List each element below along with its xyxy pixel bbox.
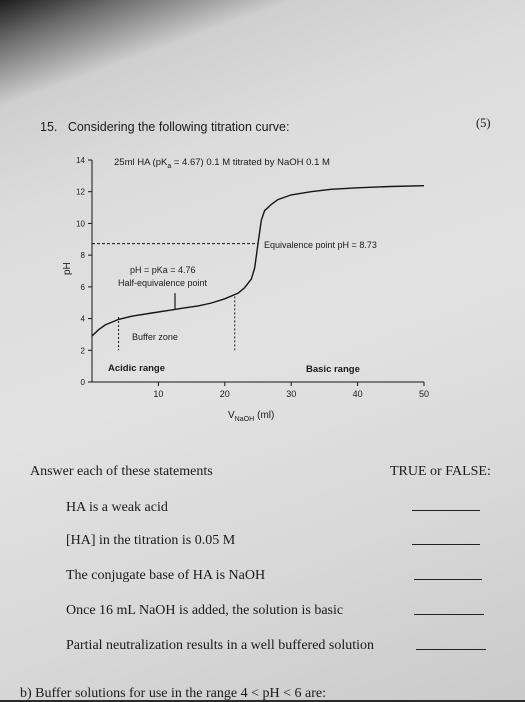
statement-2: [HA] in the titration is 0.05 M: [66, 533, 236, 548]
true-false-prompt: Answer each of these statements: [30, 464, 213, 479]
answer-blank-2[interactable]: [412, 544, 480, 545]
x-tick-label: 20: [220, 389, 230, 399]
titration-chart: 0 2 4 6 8 10 12 14 10 20 30 40 50 25ml HA (pKa = 4.6…: [62, 156, 429, 423]
x-tick-label: 40: [353, 389, 363, 399]
titration-curve: [91, 185, 425, 337]
question-marks: (5): [476, 116, 491, 130]
y-tick-label: 2: [81, 346, 86, 355]
x-tick-label: 10: [153, 389, 163, 399]
equivalence-point-label: Equivalence point pH = 8.73: [264, 240, 377, 250]
y-tick-label: 14: [76, 156, 85, 165]
y-tick-label: 10: [76, 219, 85, 228]
half-equivalence-ph-label: pH = pKa = 4.76: [130, 265, 196, 275]
half-equivalence-label: Half-equivalence point: [118, 278, 208, 288]
chart-ticks: 0 2 4 6 8 10 12 14 10 20 30 40 50: [76, 156, 429, 399]
true-false-column-header: TRUE or FALSE:: [390, 464, 491, 479]
x-tick-label: 50: [419, 389, 429, 399]
chart-guides: [92, 243, 258, 351]
buffer-zone-label: Buffer zone: [132, 332, 178, 342]
answer-blank-1[interactable]: [412, 510, 480, 511]
question-text: Considering the following titration curv…: [67, 120, 290, 134]
statement-5: Partial neutralization results in a well…: [66, 638, 375, 653]
y-tick-label: 4: [81, 315, 86, 324]
chart-annotation-title: 25ml HA (pKa = 4.67) 0.1 M titrated by N…: [114, 157, 330, 170]
answer-blank-5[interactable]: [416, 649, 486, 650]
answer-blank-3[interactable]: [414, 579, 482, 580]
question-header: 15. Considering the following titration …: [40, 120, 289, 134]
y-tick-label: 0: [81, 378, 86, 387]
y-tick-label: 8: [81, 251, 86, 260]
answer-blank-4[interactable]: [414, 614, 484, 615]
basic-range-label: Basic range: [306, 364, 360, 375]
y-tick-label: 12: [76, 188, 85, 197]
y-axis-label: pH: [62, 262, 73, 275]
statement-3: The conjugate base of HA is NaOH: [66, 568, 266, 583]
statement-4: Once 16 mL NaOH is added, the solution i…: [66, 603, 344, 618]
x-tick-label: 30: [286, 389, 296, 399]
acidic-range-label: Acidic range: [108, 363, 165, 374]
chart-axes: [91, 160, 424, 383]
x-axis-label: VNaOH (ml): [228, 410, 274, 423]
y-tick-label: 6: [81, 283, 86, 292]
question-number: 15.: [40, 120, 58, 134]
statement-1: HA is a weak acid: [66, 500, 168, 515]
next-question-fragment: b) Buffer solutions for use in the range…: [20, 686, 326, 701]
